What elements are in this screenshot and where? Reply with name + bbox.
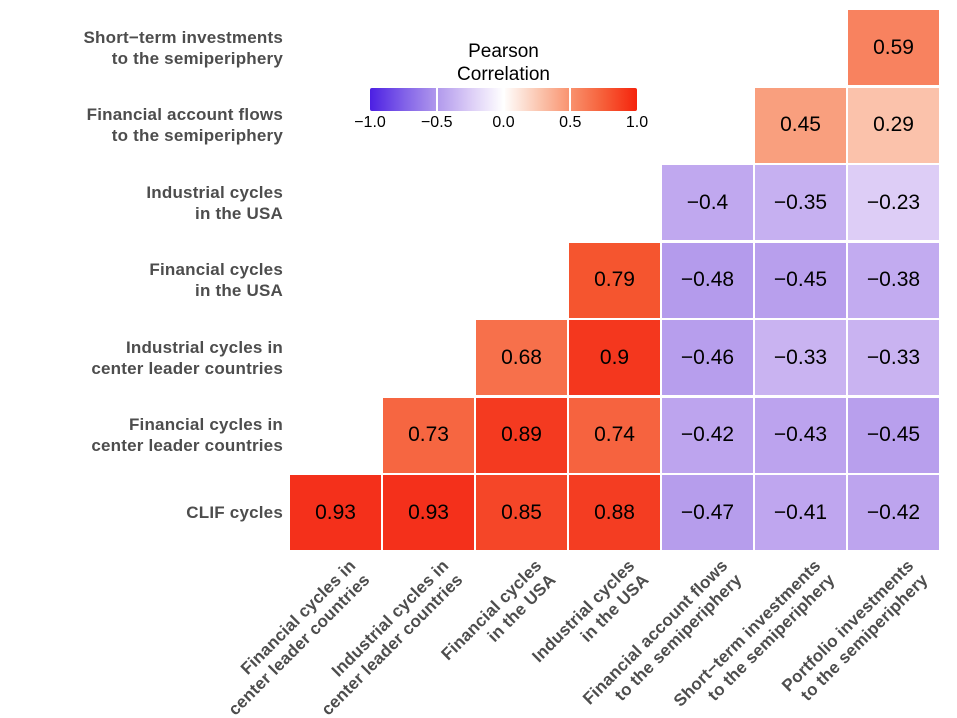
heatmap-cell: 0.9: [569, 320, 660, 395]
heatmap-cell: −0.23: [848, 165, 939, 240]
row-label: CLIF cycles: [186, 503, 283, 522]
row-label: Short−term investments to the semiperiph…: [83, 27, 283, 68]
legend-tick-label: −1.0: [354, 114, 386, 131]
heatmap-cell: −0.46: [662, 320, 753, 395]
legend-tickmark: [435, 88, 438, 111]
heatmap-cell: −0.45: [755, 242, 846, 318]
heatmap-cell: −0.4: [662, 165, 753, 240]
heatmap-cell: −0.47: [662, 475, 753, 550]
heatmap-cell: 0.85: [476, 475, 567, 550]
heatmap-cell: −0.42: [662, 397, 753, 473]
legend-tickmark: [502, 88, 505, 111]
heatmap-cell: −0.48: [662, 242, 753, 318]
heatmap-cell: 0.45: [755, 87, 846, 163]
heatmap-cell: 0.93: [383, 475, 474, 550]
row-label: Industrial cycles in the USA: [146, 182, 283, 223]
heatmap-cell: 0.29: [848, 87, 939, 163]
legend-tickmark: [569, 88, 572, 111]
heatmap-cell: 0.73: [383, 397, 474, 473]
heatmap-cell: 0.88: [569, 475, 660, 550]
legend-title: Pearson Correlation: [457, 41, 550, 85]
row-label: Financial cycles in center leader countr…: [91, 415, 283, 455]
row-label: Industrial cycles in center leader count…: [91, 337, 283, 378]
heatmap-cell: 0.79: [569, 242, 660, 318]
heatmap-cell: −0.42: [848, 475, 939, 550]
row-label: Financial account flows to the semiperip…: [86, 105, 283, 145]
heatmap-cell: 0.89: [476, 397, 567, 473]
legend-tick-label: 1.0: [625, 114, 649, 131]
heatmap-cell: 0.93: [290, 475, 381, 550]
heatmap-cell: −0.43: [755, 397, 846, 473]
heatmap-cell: 0.74: [569, 397, 660, 473]
heatmap-cell: −0.33: [848, 320, 939, 395]
heatmap-cell: −0.33: [755, 320, 846, 395]
heatmap-cell: 0.59: [848, 10, 939, 85]
legend-gradient-bar: [370, 88, 637, 111]
heatmap-cell: 0.68: [476, 320, 567, 395]
row-label: Financial cycles in the USA: [149, 260, 283, 300]
heatmap-cell: −0.45: [848, 397, 939, 473]
legend-tick-label: 0.5: [559, 114, 582, 131]
heatmap-cell: −0.41: [755, 475, 846, 550]
heatmap-cell: −0.38: [848, 242, 939, 318]
heatmap-cell: −0.35: [755, 165, 846, 240]
legend-tick-label: 0.0: [492, 114, 515, 131]
legend-tick-label: −0.5: [420, 114, 453, 131]
